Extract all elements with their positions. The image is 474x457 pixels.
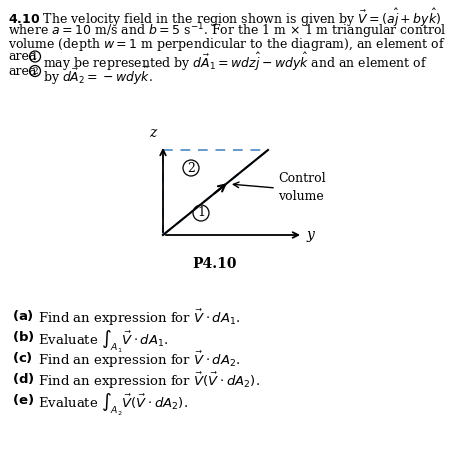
Text: Find an expression for $\vec{V} \cdot dA_2$.: Find an expression for $\vec{V} \cdot dA… bbox=[34, 350, 241, 370]
Text: $\mathbf{(d)}$: $\mathbf{(d)}$ bbox=[12, 371, 35, 386]
Text: y: y bbox=[307, 228, 315, 242]
Text: $\mathbf{4.10}$ The velocity field in the region shown is given by $\vec{V} = (a: $\mathbf{4.10}$ The velocity field in th… bbox=[8, 7, 441, 29]
Text: volume (depth $w = 1$ m perpendicular to the diagram), an element of: volume (depth $w = 1$ m perpendicular to… bbox=[8, 36, 446, 53]
Text: 2: 2 bbox=[187, 161, 195, 175]
Text: Find an expression for $\vec{V}(\vec{V} \cdot dA_2)$.: Find an expression for $\vec{V}(\vec{V} … bbox=[34, 371, 260, 391]
Text: may be represented by $d\vec{A}_1 = wdz\hat{j} - wdy\hat{k}$ and an element of: may be represented by $d\vec{A}_1 = wdz\… bbox=[43, 51, 428, 73]
Text: Evaluate $\int_{A_2} \vec{V}(\vec{V} \cdot dA_2)$.: Evaluate $\int_{A_2} \vec{V}(\vec{V} \cd… bbox=[34, 392, 188, 418]
Text: $\mathbf{(b)}$: $\mathbf{(b)}$ bbox=[12, 329, 35, 344]
Text: Evaluate $\int_{A_1} \vec{V} \cdot dA_1$.: Evaluate $\int_{A_1} \vec{V} \cdot dA_1$… bbox=[34, 329, 169, 355]
Text: area: area bbox=[8, 65, 36, 78]
Text: 1: 1 bbox=[32, 52, 38, 61]
Text: by $d\vec{A}_2 = -wdy\hat{k}$.: by $d\vec{A}_2 = -wdy\hat{k}$. bbox=[43, 65, 153, 87]
Text: 1: 1 bbox=[197, 207, 205, 219]
Text: 2: 2 bbox=[32, 67, 38, 75]
Text: z: z bbox=[149, 126, 156, 140]
Text: $\mathbf{(c)}$: $\mathbf{(c)}$ bbox=[12, 350, 33, 365]
Text: area: area bbox=[8, 51, 36, 64]
Text: Control
volume: Control volume bbox=[278, 172, 326, 203]
Text: $\mathbf{(e)}$: $\mathbf{(e)}$ bbox=[12, 392, 34, 407]
Text: where $a = 10$ m/s and $b = 5$ s$^{-1}$. For the 1 m $\times$ 1 m triangular con: where $a = 10$ m/s and $b = 5$ s$^{-1}$.… bbox=[8, 21, 447, 41]
Text: P4.10: P4.10 bbox=[193, 257, 237, 271]
Text: Find an expression for $\vec{V} \cdot dA_1$.: Find an expression for $\vec{V} \cdot dA… bbox=[34, 308, 241, 328]
Text: $\mathbf{(a)}$: $\mathbf{(a)}$ bbox=[12, 308, 34, 323]
